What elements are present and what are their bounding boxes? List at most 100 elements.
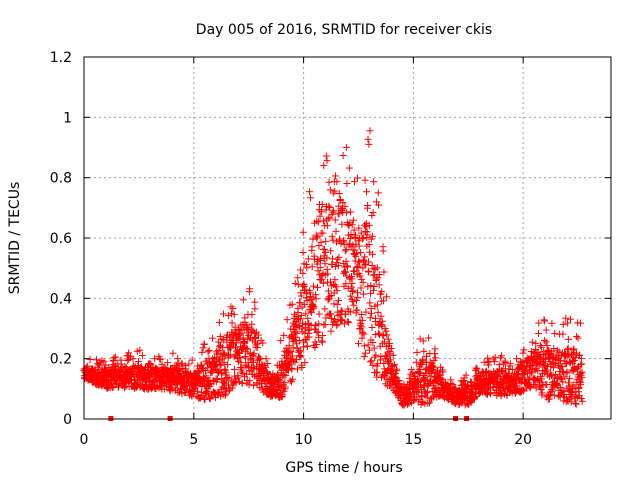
data-point (313, 233, 321, 241)
data-point (334, 320, 342, 328)
data-point (308, 243, 316, 251)
data-point (188, 356, 196, 364)
data-point (357, 311, 365, 319)
data-point (322, 248, 330, 256)
data-point (574, 334, 582, 342)
data-point (198, 348, 206, 356)
data-point (368, 262, 376, 270)
data-point (200, 340, 208, 348)
data-point (147, 360, 155, 368)
data-point (542, 338, 550, 346)
data-point (353, 271, 361, 279)
data-points (80, 127, 586, 409)
data-point (343, 209, 351, 217)
data-point (344, 263, 351, 271)
data-point (363, 228, 371, 236)
data-point (246, 285, 254, 293)
data-point (325, 178, 333, 186)
data-point (307, 194, 315, 202)
data-point (230, 311, 238, 319)
data-point (347, 308, 355, 316)
data-point (327, 247, 335, 255)
data-point (365, 258, 373, 266)
data-point (208, 334, 216, 342)
data-point (323, 254, 331, 262)
data-point (291, 279, 299, 287)
data-point (374, 189, 382, 197)
data-point (248, 320, 256, 328)
data-point (365, 221, 373, 229)
data-point (140, 366, 148, 374)
data-point (228, 319, 236, 327)
data-point (313, 234, 321, 242)
data-point (425, 334, 433, 342)
data-point (528, 338, 536, 346)
data-point (205, 346, 213, 354)
data-point (312, 295, 320, 303)
data-point (328, 314, 336, 322)
data-point (333, 287, 341, 295)
data-point (304, 255, 312, 263)
data-point (154, 382, 162, 390)
data-point (129, 355, 137, 363)
data-point (256, 355, 264, 363)
data-point (196, 393, 204, 401)
data-point (232, 339, 240, 347)
data-point (285, 342, 293, 350)
data-point (359, 278, 367, 286)
data-point (297, 352, 305, 360)
data-point (535, 330, 543, 338)
data-point (551, 330, 559, 338)
data-point (236, 330, 244, 338)
data-point (305, 188, 313, 196)
data-point (324, 270, 332, 278)
data-point (330, 207, 338, 215)
data-point (169, 370, 177, 378)
data-point (379, 340, 387, 348)
data-point (374, 329, 382, 337)
data-point (350, 178, 358, 186)
data-point (340, 240, 348, 248)
y-tick-label: 0 (63, 412, 72, 428)
data-point (361, 253, 369, 261)
data-point (296, 299, 304, 307)
data-point (244, 345, 252, 353)
data-point (294, 365, 302, 373)
x-axis-label: GPS time / hours (285, 460, 402, 476)
data-point (348, 288, 356, 296)
data-point (370, 283, 378, 291)
data-point (367, 235, 375, 243)
data-point (349, 216, 357, 224)
data-point (322, 237, 330, 245)
data-point (168, 385, 176, 393)
data-point (357, 249, 365, 257)
data-point (318, 200, 326, 208)
data-point (353, 250, 361, 258)
data-point (204, 364, 212, 372)
data-point (241, 318, 249, 326)
data-point (199, 344, 207, 352)
axis-tick-labels: 0 0.2 0.4 0.6 0.8 1 1.2 0 5 10 15 20 (50, 50, 532, 448)
data-point (347, 292, 355, 300)
data-point (234, 374, 242, 382)
data-point (353, 306, 361, 314)
data-point (373, 264, 381, 272)
data-point (375, 201, 383, 209)
data-point (266, 384, 274, 392)
data-point (181, 361, 189, 369)
data-point (360, 342, 368, 350)
data-point (214, 338, 222, 346)
data-point (392, 365, 400, 373)
data-point (304, 314, 312, 322)
data-point (345, 318, 353, 326)
data-point (219, 310, 227, 318)
data-point (288, 300, 296, 308)
data-point (367, 282, 375, 290)
data-point (347, 230, 355, 238)
data-point (350, 301, 358, 309)
data-point (254, 331, 262, 339)
data-point (372, 369, 380, 377)
data-point (293, 316, 301, 324)
data-point (374, 274, 382, 282)
data-point (277, 337, 285, 345)
